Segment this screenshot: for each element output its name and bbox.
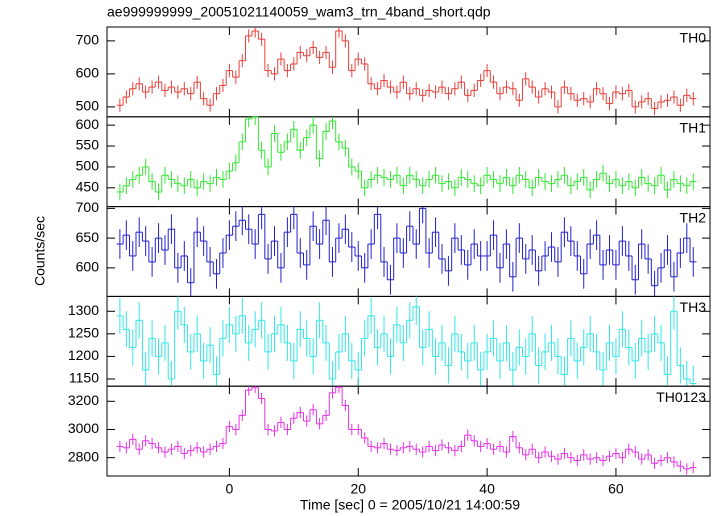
y-tick-label: 1150: [69, 370, 99, 386]
y-tick-label: 1200: [68, 347, 99, 363]
y-tick-label: 500: [76, 158, 100, 174]
x-axis-label: Time [sec] 0 = 2005/10/21 14:00:59: [300, 497, 520, 513]
y-axis-label: Counts/sec: [32, 216, 48, 286]
panel-label: TH1: [680, 120, 707, 136]
y-tick-label: 550: [76, 137, 100, 153]
panel-label: TH0: [680, 30, 707, 46]
y-tick-label: 1300: [68, 302, 99, 318]
y-tick-label: 700: [76, 32, 100, 48]
y-tick-label: 700: [76, 199, 100, 215]
panel-frame: [106, 26, 711, 118]
y-tick-label: 600: [76, 116, 100, 132]
y-tick-label: 650: [76, 229, 100, 245]
x-tick-label: 60: [608, 481, 624, 497]
y-tick-label: 3200: [68, 392, 99, 408]
y-tick-label: 600: [76, 259, 100, 275]
y-tick-label: 450: [76, 179, 100, 195]
y-tick-label: 1250: [68, 325, 99, 341]
x-tick-label: 40: [479, 481, 495, 497]
y-tick-label: 2800: [68, 448, 99, 464]
y-tick-label: 500: [76, 98, 100, 114]
chart-title: ae999999999_20051021140059_wam3_trn_4ban…: [107, 4, 491, 20]
y-tick-label: 600: [76, 65, 100, 81]
panel-label: TH0123: [656, 389, 706, 405]
panel-label: TH2: [680, 209, 707, 225]
x-tick-label: 0: [226, 481, 234, 497]
x-tick-label: 20: [350, 481, 366, 497]
panel-label: TH3: [680, 299, 707, 315]
y-tick-label: 3000: [68, 420, 99, 436]
panel-frame: [106, 385, 711, 477]
